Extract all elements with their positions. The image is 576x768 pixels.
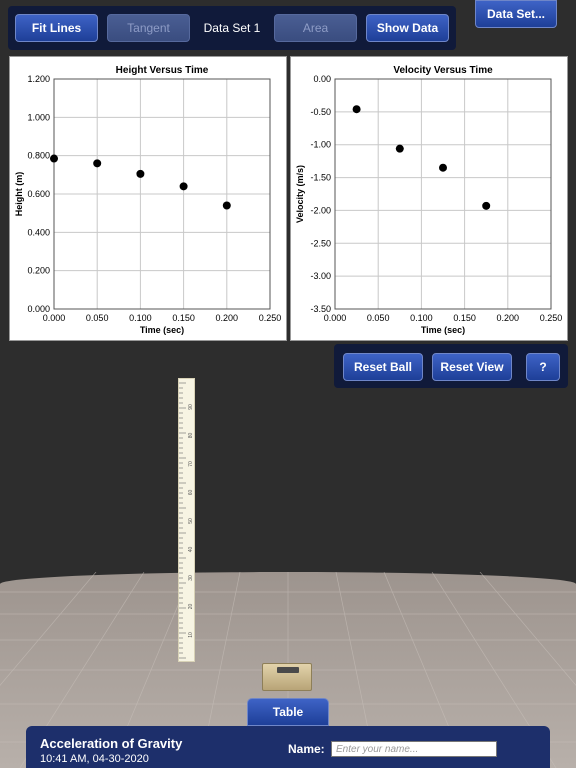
y-tick-label: 0.600 — [27, 189, 50, 199]
timer-device[interactable] — [262, 663, 312, 691]
area-button[interactable]: Area — [274, 14, 357, 42]
y-tick-label: 0.800 — [27, 151, 50, 161]
velocity-versus-time-chart: Velocity Versus Time 0.000 0.050 0.100 0.150… — [295, 65, 563, 335]
ruler-label: 10 — [188, 632, 194, 638]
y-tick-label: 0.000 — [27, 304, 50, 314]
x-tick-label: 0.000 — [43, 313, 66, 323]
scene-controls: Reset Ball Reset View ? — [334, 344, 568, 388]
y-tick-label: -2.00 — [310, 205, 331, 215]
show-data-button[interactable]: Show Data — [366, 14, 449, 42]
ruler-label: 50 — [188, 518, 194, 524]
x-tick-label: 0.050 — [367, 313, 390, 323]
y-tick-label: 1.000 — [27, 112, 50, 122]
y-tick-label: -3.50 — [310, 304, 331, 314]
data-point — [222, 201, 231, 210]
x-axis-label: Time (sec) — [421, 325, 465, 335]
data-set-button[interactable]: Data Set... — [475, 0, 557, 28]
y-axis-label: Height (m) — [14, 172, 24, 217]
y-tick-label: -3.00 — [310, 271, 331, 281]
x-tick-label: 0.250 — [540, 313, 563, 323]
ruler-label: 70 — [188, 461, 194, 467]
ruler-label: 90 — [188, 404, 194, 410]
height-chart-panel: Height Versus Time 0.000 0.050 0.100 0.150 0.… — [9, 56, 287, 341]
x-tick-label: 0.050 — [86, 313, 109, 323]
table-tab[interactable]: Table — [247, 698, 329, 726]
y-tick-label: -2.50 — [310, 238, 331, 248]
reset-view-button[interactable]: Reset View — [432, 353, 512, 381]
data-point — [352, 105, 361, 114]
name-label: Name: — [288, 742, 325, 756]
x-tick-label: 0.100 — [129, 313, 152, 323]
data-point — [93, 159, 102, 168]
timestamp: 10:41 AM, 04-30-2020 — [40, 753, 149, 765]
height-versus-time-chart: Height Versus Time 0.000 0.050 0.100 0.150 0.… — [14, 65, 282, 335]
x-tick-label: 0.150 — [172, 313, 195, 323]
y-tick-label: 0.400 — [27, 227, 50, 237]
data-point — [179, 182, 188, 191]
y-tick-label: 0.200 — [27, 266, 50, 276]
ruler-label: 20 — [188, 604, 194, 610]
y-tick-label: -0.50 — [310, 107, 331, 117]
ruler-label: 40 — [188, 547, 194, 553]
x-tick-label: 0.200 — [216, 313, 239, 323]
y-tick-label: -1.00 — [310, 140, 331, 150]
x-axis-label: Time (sec) — [140, 325, 184, 335]
data-point — [50, 154, 58, 163]
data-point — [482, 201, 491, 210]
data-set-label: Data Set 1 — [203, 21, 261, 35]
ruler-markings: 90 80 70 60 50 40 30 20 10 — [179, 382, 194, 659]
lab-title: Acceleration of Gravity — [40, 736, 183, 751]
x-tick-label: 0.000 — [324, 313, 347, 323]
chart-title: Velocity Versus Time — [393, 65, 493, 76]
ruler-label: 60 — [188, 490, 194, 496]
data-point — [136, 169, 145, 178]
graph-toolbar: Fit Lines Tangent Data Set 1 Area Show D… — [8, 6, 456, 50]
y-tick-label: 0.00 — [313, 74, 331, 84]
footer-bar: Acceleration of Gravity 10:41 AM, 04-30-… — [26, 726, 550, 768]
meter-stick: 90 80 70 60 50 40 30 20 10 — [178, 378, 195, 662]
ruler-label: 80 — [188, 433, 194, 439]
tangent-button[interactable]: Tangent — [107, 14, 190, 42]
x-tick-label: 0.250 — [259, 313, 282, 323]
x-tick-label: 0.150 — [453, 313, 476, 323]
name-input[interactable] — [331, 741, 497, 757]
timer-display — [277, 667, 299, 673]
fit-lines-button[interactable]: Fit Lines — [15, 14, 98, 42]
y-axis-label: Velocity (m/s) — [295, 165, 305, 223]
plot-border — [53, 78, 271, 310]
data-point — [395, 144, 404, 153]
x-tick-label: 0.200 — [497, 313, 520, 323]
y-tick-label: -1.50 — [310, 173, 331, 183]
help-button[interactable]: ? — [526, 353, 560, 381]
chart-title: Height Versus Time — [116, 65, 209, 76]
plot-border — [334, 78, 552, 310]
ruler-label: 30 — [188, 575, 194, 581]
x-tick-label: 0.100 — [410, 313, 433, 323]
y-tick-label: 1.200 — [27, 74, 50, 84]
data-point — [439, 163, 447, 172]
plot-area — [334, 78, 552, 310]
velocity-chart-panel: Velocity Versus Time 0.000 0.050 0.100 0.150… — [290, 56, 568, 341]
reset-ball-button[interactable]: Reset Ball — [343, 353, 423, 381]
